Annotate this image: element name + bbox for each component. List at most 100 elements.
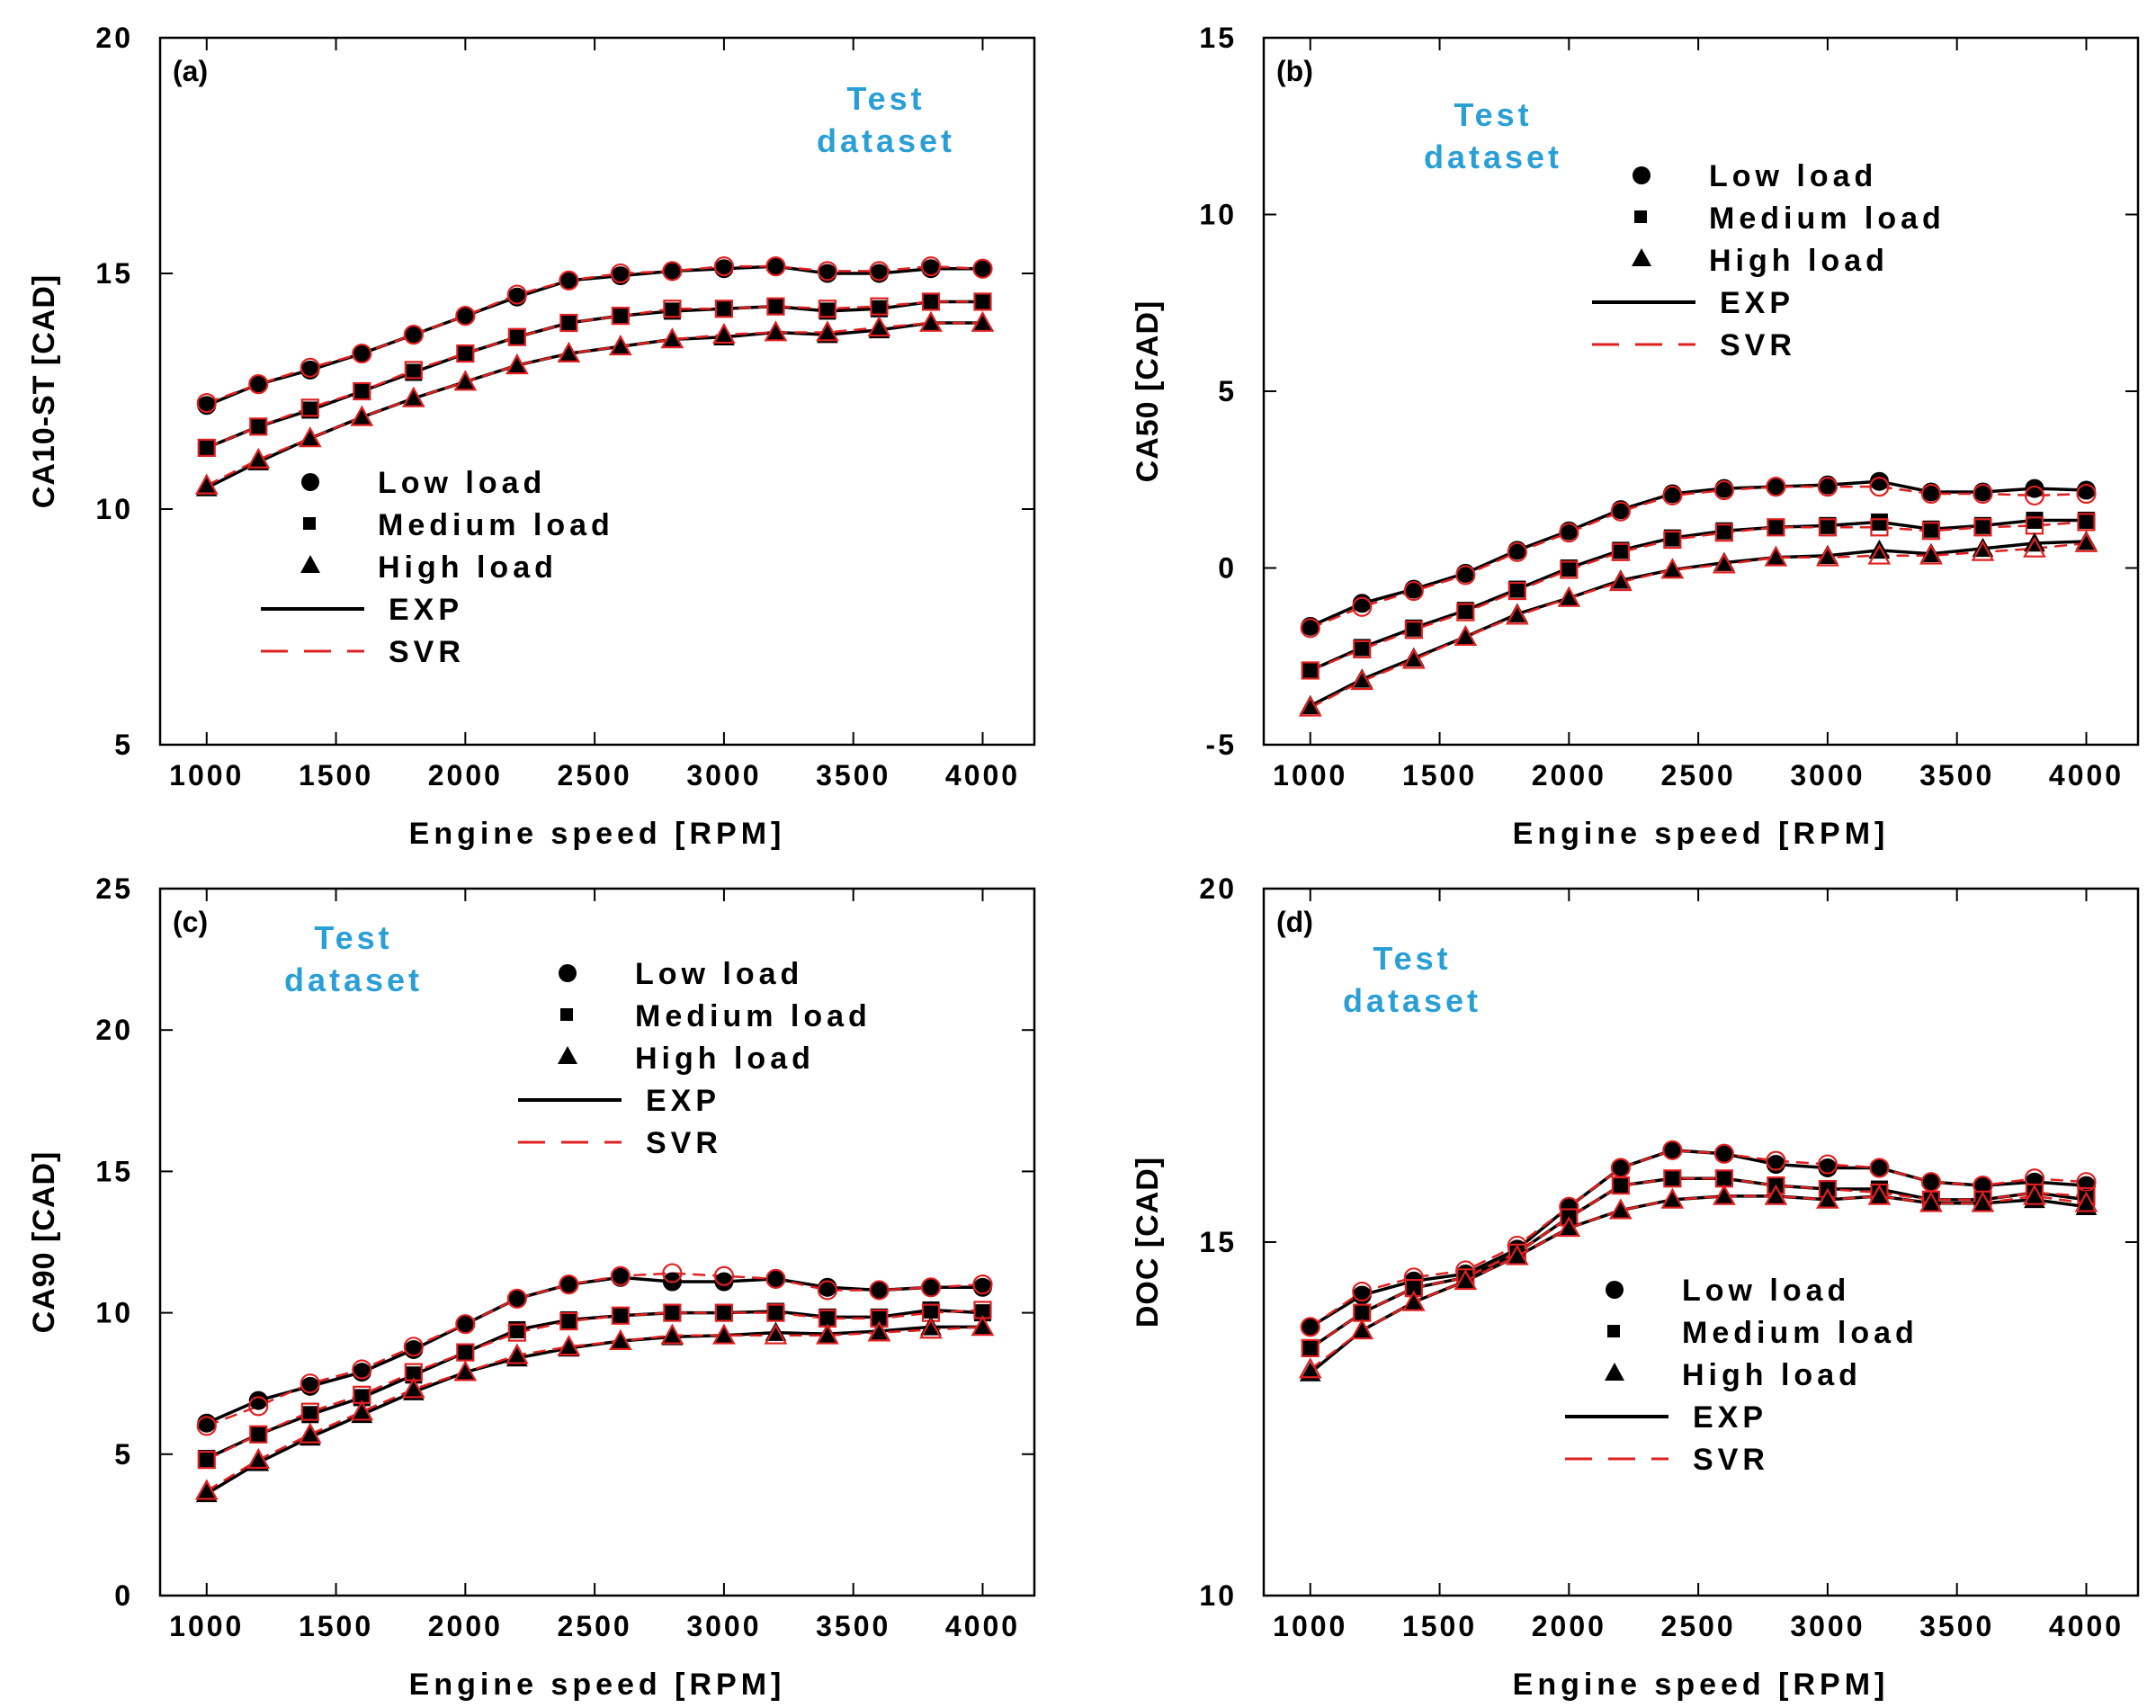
y-tick-label: 5 [114,1438,133,1471]
svr-line-medium-load [206,1309,983,1462]
exp-point-low-load [1869,471,1889,491]
legend-marker-triangle [1605,1363,1624,1381]
svr-point-high-load [505,1343,529,1364]
x-tick-label: 1500 [299,759,373,791]
svr-point-medium-load [818,300,837,318]
svr-point-medium-load [1611,1176,1630,1195]
svr-point-low-load [920,256,942,277]
chart-panel-c: 1000 1500 2000 2500 3000 3500 4000 0 5 10 15 20 25 En… [27,872,1036,1702]
exp-point-high-load [1454,626,1477,646]
svr-point-high-load [919,310,943,332]
svr-point-medium-load [456,344,475,363]
svr-point-low-load [1713,1143,1734,1164]
svr-line-low-load [1310,1149,2087,1328]
svr-point-low-load [1559,523,1579,543]
exp-point-medium-load [715,1304,733,1322]
svr-point-medium-load [1560,560,1579,579]
svr-point-medium-load [1714,523,1733,542]
y-tick-label: 25 [95,872,133,905]
svr-point-low-load [403,1337,424,1357]
svr-point-medium-load [766,297,785,316]
svr-point-medium-load [1663,1169,1682,1188]
svr-point-high-load [2023,1184,2046,1205]
annotation-line: Test [314,919,392,956]
svr-point-medium-load [1301,1338,1320,1358]
svr-point-low-load [1920,483,1942,505]
svr-point-low-load [2076,483,2097,505]
svr-point-high-load [1919,1191,1943,1212]
y-tick-label: 15 [95,257,133,290]
exp-point-medium-load [353,382,371,400]
svr-point-low-load [196,393,217,414]
y-tick-label: 5 [1218,375,1237,407]
svr-point-high-load [764,1323,788,1345]
legend: Low load Medium load High load EXP SVR [261,466,610,669]
svr-point-high-load [1764,545,1788,567]
svr-point-medium-load [663,300,682,318]
svr-point-low-load [610,263,631,284]
svr-point-high-load [816,1323,839,1345]
svr-point-medium-load [1353,639,1372,658]
annotation-line: dataset [817,122,955,159]
svr-point-high-load [971,1315,995,1337]
y-tick-label: 0 [114,1579,133,1612]
legend-marker-triangle [558,1046,577,1064]
svr-point-high-load [2074,531,2098,552]
x-tick-label: 4000 [945,759,1020,791]
svr-point-high-load [867,315,891,337]
y-tick-label: 10 [95,1297,133,1329]
y-tick-label: 15 [95,1155,133,1187]
svr-point-high-load [816,320,839,342]
panel-label: (d) [1276,906,1313,938]
svr-point-high-load [1557,586,1581,607]
exp-point-medium-load [456,344,474,362]
svr-point-high-load [194,1479,219,1500]
x-tick-label: 1000 [169,1610,244,1642]
y-tick-label: 15 [1199,1226,1237,1258]
exp-point-high-load [713,326,735,346]
legend: Low load Medium load High load EXP SVR [1565,1274,1914,1477]
svr-point-medium-load [404,361,423,380]
svr-point-low-load [1403,580,1424,602]
svr-point-medium-load [249,1425,268,1444]
svr-point-medium-load [197,1450,216,1470]
svr-point-low-load [248,374,269,395]
exp-point-high-load [1351,1319,1373,1339]
svr-point-high-load [453,370,478,391]
exp-point-medium-load [198,439,216,457]
legend-label: SVR [1720,328,1796,362]
exp-point-medium-load [715,300,733,317]
panel-label: (b) [1276,55,1313,87]
annotation-line: dataset [1424,139,1562,175]
y-tick-label: 0 [1218,552,1237,585]
svr-point-high-load [1816,1187,1839,1209]
svr-point-low-load [1352,596,1373,617]
x-tick-label: 4000 [2049,759,2124,791]
x-tick-label: 4000 [2049,1610,2124,1642]
svr-point-high-load [1298,695,1322,717]
svr-point-high-load [1454,624,1478,647]
svr-point-medium-load [611,1306,630,1325]
exp-point-low-load [714,1272,734,1292]
svr-point-low-load [506,284,527,305]
legend-label: EXP [1693,1400,1767,1435]
svr-point-low-load [1817,1154,1838,1175]
y-axis-title: DOC [CAD] [1131,1157,1165,1328]
exp-point-medium-load [1715,1169,1733,1187]
svr-point-low-load [1662,485,1683,506]
x-tick-label: 3500 [1919,1610,1994,1642]
x-tick-label: 3000 [1790,1610,1865,1642]
exp-line-medium-load [1310,518,2087,673]
svr-point-low-load [300,1373,320,1394]
svr-line-high-load [206,321,983,487]
svr-point-low-load [1352,1281,1373,1302]
svr-point-high-load [350,1399,374,1421]
svr-point-low-load [610,1265,631,1286]
svr-point-low-load [1973,483,1993,505]
annotation-line: Test [1373,940,1451,977]
svr-point-low-load [713,256,735,277]
x-tick-label: 3500 [816,1610,890,1642]
svr-point-low-load [352,343,372,364]
exp-point-medium-load [766,1302,784,1320]
